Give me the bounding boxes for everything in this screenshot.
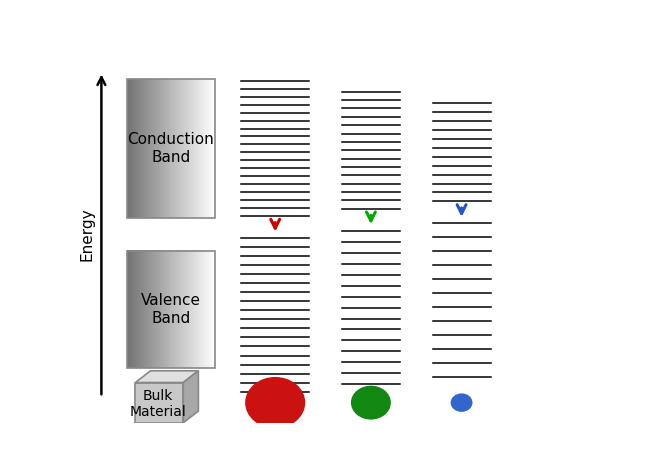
- Text: Energy: Energy: [80, 208, 95, 261]
- Bar: [135, 382, 183, 423]
- Text: Conduction
Band: Conduction Band: [127, 132, 214, 165]
- Text: Valence
Band: Valence Band: [140, 293, 201, 325]
- Text: Bulk
Material: Bulk Material: [129, 389, 186, 419]
- Ellipse shape: [246, 378, 304, 428]
- Polygon shape: [183, 371, 198, 423]
- Bar: [127, 79, 214, 218]
- Polygon shape: [135, 371, 198, 382]
- Ellipse shape: [452, 394, 472, 411]
- Bar: [127, 251, 214, 368]
- Ellipse shape: [352, 387, 390, 419]
